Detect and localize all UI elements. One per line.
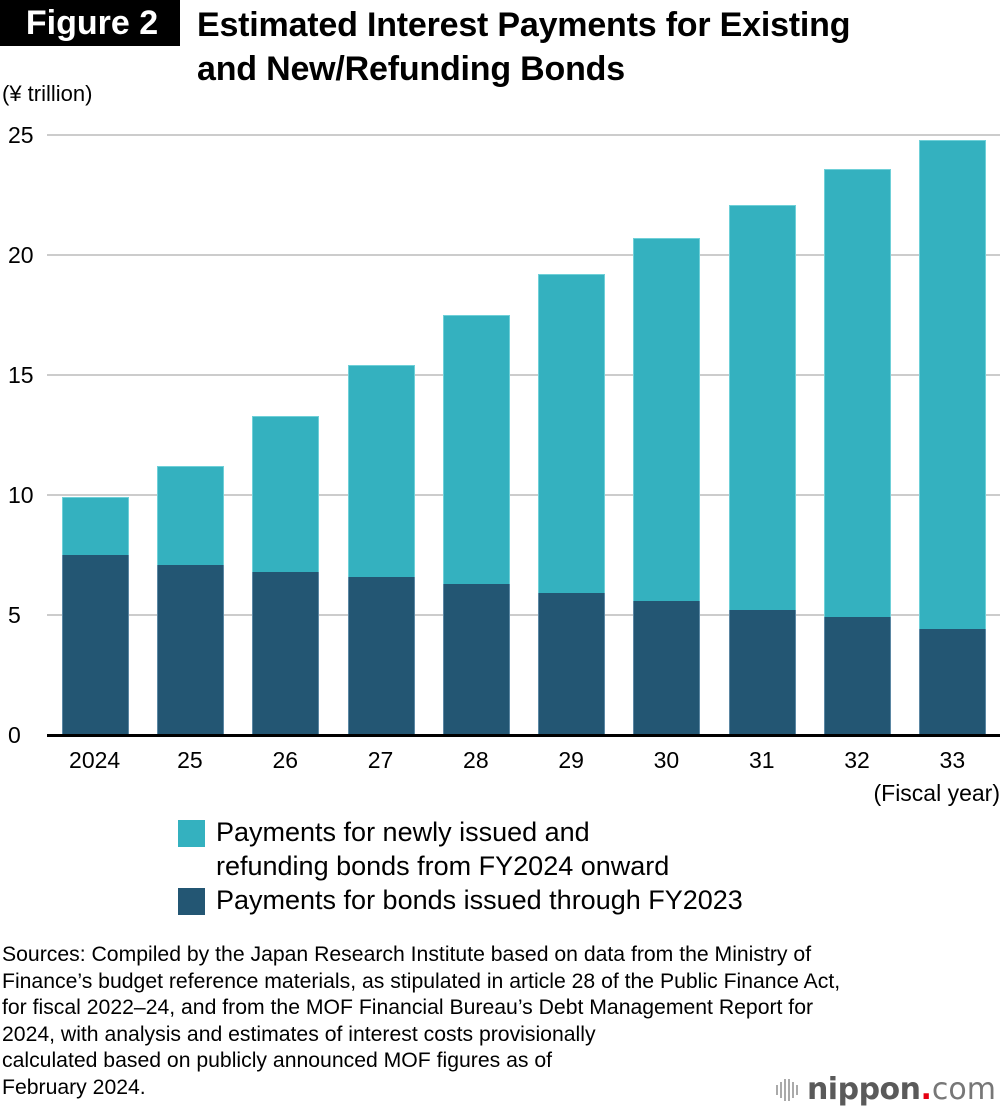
x-tick-label: 25 (177, 747, 203, 773)
bar-segment-new-bonds (347, 365, 415, 577)
bar-segment-existing-bonds (156, 564, 224, 735)
x-tick-label: 29 (558, 747, 584, 773)
bar-segment-new-bonds (538, 274, 606, 594)
gridline (47, 374, 1000, 376)
bar-30 (633, 238, 701, 735)
chart-title-line-1: Estimated Interest Payments for Existing (197, 6, 851, 44)
sound-bars-icon (775, 1078, 798, 1101)
bar-segment-new-bonds (252, 415, 320, 572)
legend-label-line-2: refunding bonds from FY2024 onward (216, 851, 670, 881)
bar-segment-existing-bonds (728, 610, 796, 735)
logo-name: nippon (806, 1072, 921, 1107)
y-tick-label: 20 (8, 242, 34, 268)
x-tick-label: 31 (748, 747, 775, 773)
x-tick-label: 30 (653, 747, 680, 773)
bar-26 (252, 415, 320, 735)
legend-label-line-1: Payments for newly issued and (216, 817, 590, 847)
legend-label: Payments for bonds issued through FY2023 (216, 885, 743, 915)
chart-title: Estimated Interest Payments for Existing… (197, 3, 997, 91)
bar-segment-new-bonds (728, 204, 796, 611)
y-tick-label: 15 (8, 362, 34, 388)
sources-line: Finance’s budget reference materials, as… (2, 969, 841, 993)
legend-item-new-bonds: Payments for newly issued and refunding … (178, 815, 743, 883)
bar-segment-existing-bonds (61, 554, 129, 735)
x-axis-line (47, 734, 1000, 737)
x-tick-label: 33 (939, 747, 966, 773)
legend-item-existing-bonds: Payments for bonds issued through FY2023 (178, 883, 743, 917)
logo-tld: com (931, 1072, 996, 1107)
figure-label: Figure 2 (0, 0, 180, 46)
gridline (47, 254, 1000, 256)
chart-title-line-2: and New/Refunding Bonds (197, 50, 625, 88)
nippon-com-logo: nippon. com (775, 1072, 996, 1107)
bar-32 (824, 168, 892, 735)
bar-31 (728, 204, 796, 735)
bar-segment-existing-bonds (824, 617, 892, 735)
x-tick-label: 32 (844, 747, 870, 773)
legend-swatch-new-bonds (178, 820, 205, 847)
y-axis-unit-label: (¥ trillion) (2, 81, 93, 106)
gridline (47, 494, 1000, 496)
gridline (47, 614, 1000, 616)
bar-29 (538, 274, 606, 735)
bar-segment-existing-bonds (442, 583, 510, 735)
bar-28 (442, 315, 510, 735)
sources-line: 2024, with analysis and estimates of int… (2, 1022, 596, 1046)
legend-swatch-existing-bonds (178, 888, 205, 915)
sources-line: for fiscal 2022–24, and from the MOF Fin… (2, 996, 814, 1019)
x-tick-label: 2024 (69, 747, 121, 773)
y-tick-label: 5 (8, 602, 21, 628)
bar-25 (156, 466, 224, 735)
x-tick-label: 28 (463, 747, 489, 773)
x-axis-label: (Fiscal year) (873, 780, 1000, 806)
sources-note: Sources: Compiled by the Japan Research … (2, 942, 998, 1101)
bar-segment-existing-bonds (538, 593, 606, 735)
bar-2024 (61, 497, 129, 735)
sources-line: February 2024. (2, 1075, 146, 1099)
bar-segment-existing-bonds (633, 600, 701, 735)
plot-area: 0 5 10 15 20 25 2024 25 26 27 28 29 30 31 32 33 (8, 122, 1000, 773)
bar-segment-existing-bonds (347, 576, 415, 735)
x-tick-label: 26 (272, 747, 299, 773)
y-tick-label: 25 (8, 122, 34, 148)
legend: Payments for newly issued and refunding … (178, 815, 743, 917)
bar-segment-new-bonds (156, 466, 224, 565)
sources-line: Sources: Compiled by the Japan Research … (2, 943, 812, 966)
gridline (47, 134, 1000, 136)
bar-segment-new-bonds (633, 238, 701, 601)
bar-33 (919, 139, 987, 735)
sources-line: calculated based on publicly announced M… (2, 1049, 553, 1072)
bar-segment-new-bonds (919, 139, 987, 630)
logo-dot: . (920, 1072, 932, 1107)
bar-segment-new-bonds (824, 168, 892, 618)
y-tick-label: 0 (8, 722, 21, 748)
bar-segment-existing-bonds (252, 571, 320, 735)
x-tick-label: 27 (367, 747, 394, 773)
bar-segment-new-bonds (442, 315, 510, 584)
bar-segment-new-bonds (61, 497, 129, 555)
y-tick-label: 10 (8, 482, 34, 508)
bar-27 (347, 365, 415, 735)
bar-segment-existing-bonds (919, 629, 987, 735)
